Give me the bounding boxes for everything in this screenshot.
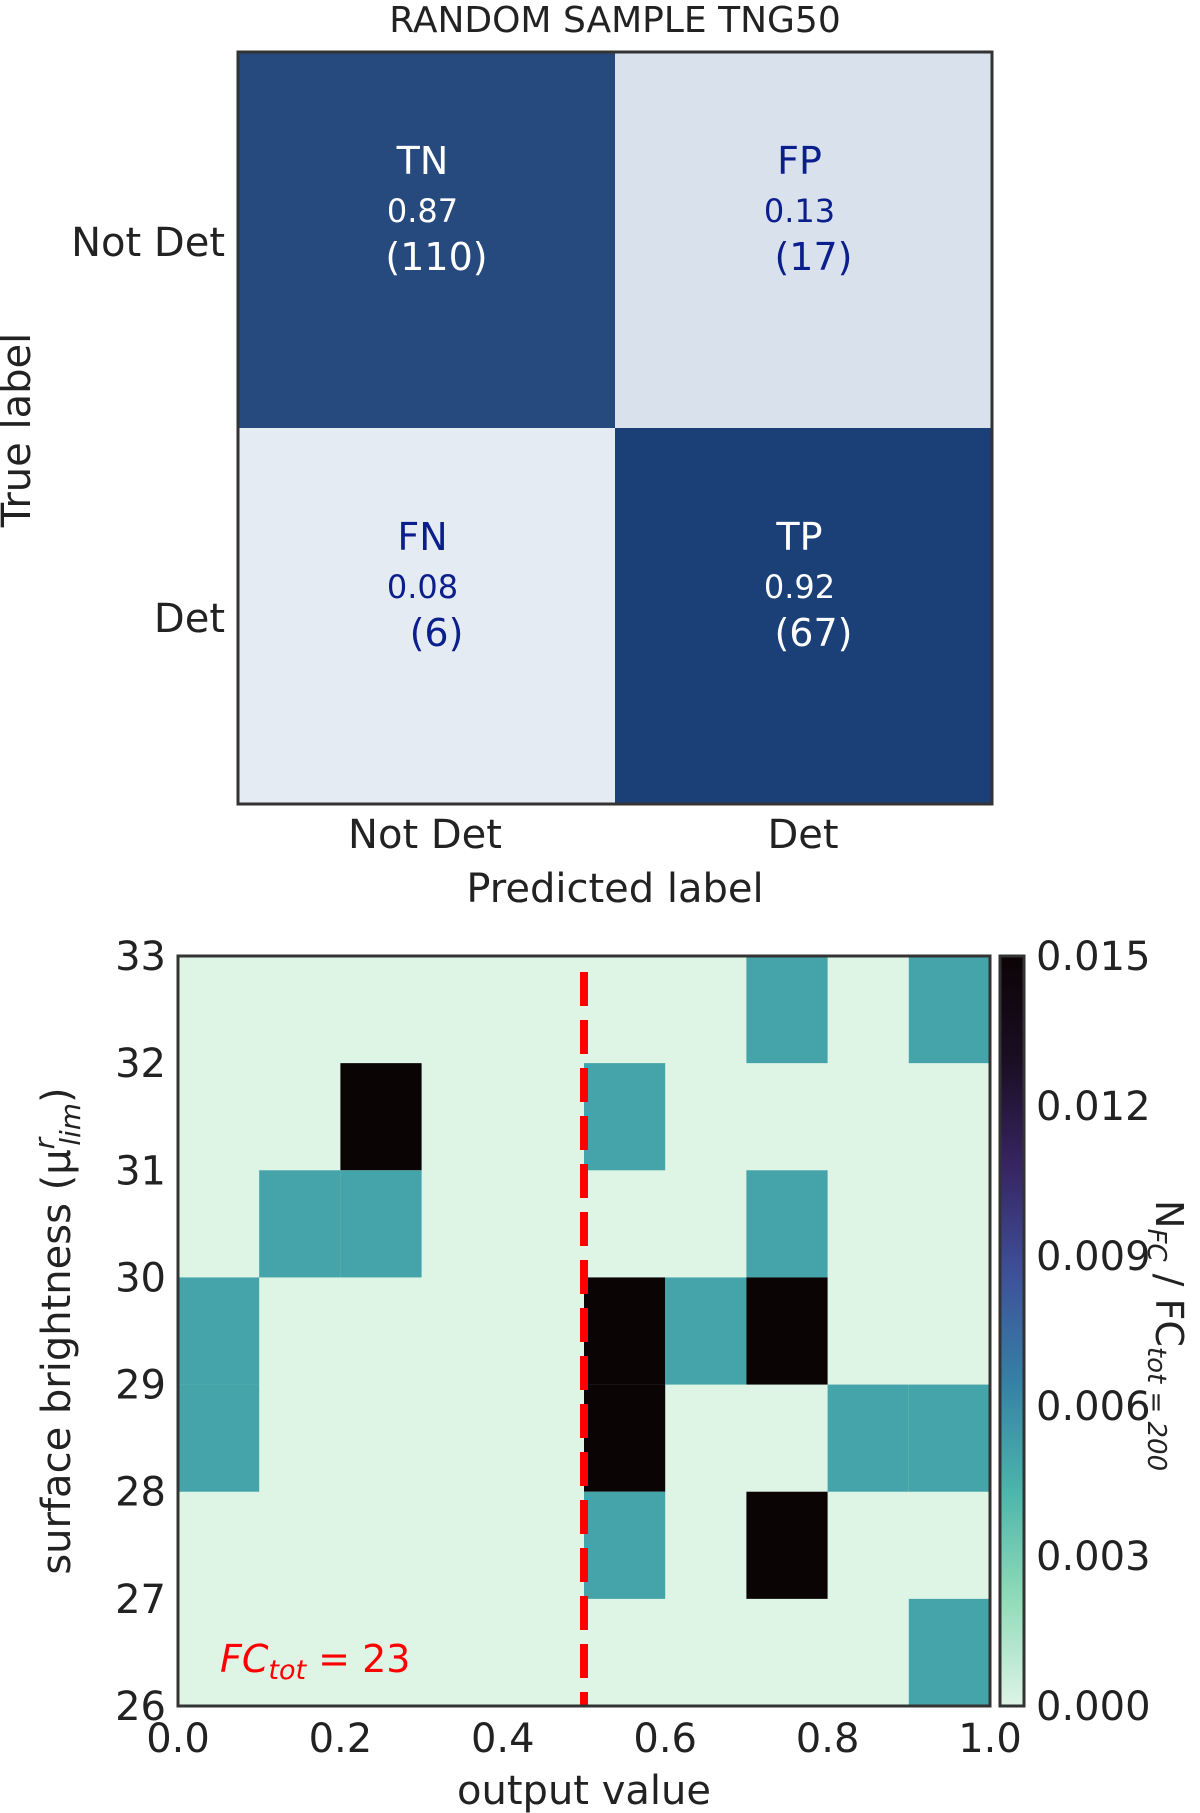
confusion-cell-fraction: 0.13: [764, 192, 835, 230]
histogram-cells: [178, 956, 990, 1706]
histogram-cell: [665, 1277, 747, 1385]
histogram-cell: [908, 1384, 990, 1492]
histogram-chart: FCtot = 23 0.0 0.2 0.4 0.6 0.8 1.0 2627282930…: [28, 934, 1191, 1813]
fc-tot-prefix: FC: [220, 1637, 269, 1681]
confusion-cell-fraction: 0.08: [387, 568, 458, 606]
colorbar-tick: 0.015: [1036, 934, 1151, 980]
confusion-matrix: RANDOM SAMPLE TNG50 TN 0.87 (110) FP 0.13 (17…: [0, 0, 994, 912]
histogram-xticks: 0.0 0.2 0.4 0.6 0.8 1.0: [146, 1716, 1022, 1762]
histogram-cell: [746, 1491, 828, 1599]
histogram-cell: [178, 1277, 260, 1385]
histogram-ylabel: surface brightness (μrlim): [28, 1087, 87, 1574]
histogram-frame: [176, 954, 992, 1708]
colorbar-tick: 0.003: [1036, 1534, 1151, 1580]
confusion-xlabel: Predicted label: [466, 866, 763, 912]
histogram-ylabel-main: surface brightness (μ: [34, 1149, 80, 1574]
confusion-cell-count: (6): [410, 611, 464, 655]
colorbar: [998, 954, 1026, 1708]
histogram-cell: [340, 1170, 422, 1278]
histogram-ytick: 29: [115, 1363, 166, 1409]
histogram-cell: [178, 1384, 260, 1492]
histogram-xlabel: output value: [457, 1768, 711, 1813]
histogram-cell: [827, 1384, 909, 1492]
colorbar-tick: 0.009: [1036, 1234, 1151, 1280]
histogram-cell: [908, 1598, 990, 1706]
histogram-cell: [340, 1063, 422, 1171]
histogram-ytick: 27: [115, 1577, 166, 1623]
fc-tot-suffix: = 23: [306, 1637, 410, 1681]
colorbar-tick: 0.012: [1036, 1084, 1151, 1130]
confusion-cell-count: (17): [774, 235, 852, 279]
histogram-xtick: 0.6: [633, 1716, 697, 1762]
confusion-cell: [238, 52, 615, 428]
histogram-cell: [584, 1491, 666, 1599]
histogram-ytick: 32: [115, 1041, 166, 1087]
confusion-cell-label: TP: [775, 515, 822, 559]
confusion-xtick-0: Not Det: [348, 812, 502, 858]
fc-tot-annotation: FCtot = 23: [220, 1637, 410, 1686]
colorbar-label-n: N: [1147, 1200, 1191, 1228]
histogram-cell: [584, 1063, 666, 1171]
confusion-cell: [615, 428, 992, 804]
confusion-cell-fraction: 0.87: [387, 192, 458, 230]
histogram-xtick: 0.0: [146, 1716, 210, 1762]
histogram-cell: [746, 956, 828, 1064]
histogram-cell: [746, 1170, 828, 1278]
histogram-ylabel-sup: r: [28, 1136, 61, 1149]
histogram-ytick: 30: [115, 1255, 166, 1301]
confusion-cell-count: (67): [774, 611, 852, 655]
confusion-cell-label: TN: [396, 139, 449, 183]
histogram-ylabel-sub: lim: [54, 1103, 87, 1146]
confusion-cell-fraction: 0.92: [764, 568, 835, 606]
histogram-cell: [259, 1170, 341, 1278]
confusion-ytick-0: Not Det: [71, 220, 225, 266]
histogram-xtick: 0.4: [471, 1716, 535, 1762]
confusion-ytick-1: Det: [154, 596, 225, 642]
histogram-cell: [746, 1277, 828, 1385]
histogram-xtick: 0.8: [796, 1716, 860, 1762]
colorbar-tick: 0.006: [1036, 1384, 1151, 1430]
colorbar-label-sub1: FC: [1141, 1228, 1171, 1262]
histogram-cell: [584, 1277, 666, 1385]
histogram-ytick: 31: [115, 1148, 166, 1194]
histogram-cell: [584, 1384, 666, 1492]
confusion-cell-label: FP: [777, 139, 822, 183]
confusion-cell-label: FN: [397, 515, 447, 559]
confusion-title: RANDOM SAMPLE TNG50: [389, 0, 840, 41]
fc-tot-sub: tot: [268, 1655, 307, 1686]
colorbar-label: NFC / FCtot = 200: [1141, 1200, 1191, 1471]
colorbar-tick: 0.000: [1036, 1684, 1151, 1730]
confusion-cell: [615, 52, 992, 428]
histogram-yticks: 26 27 28 29 30 31 32 33: [115, 934, 166, 1730]
colorbar-label-sub2: tot = 200: [1141, 1347, 1171, 1471]
histogram-ylabel-close: ): [34, 1087, 80, 1103]
colorbar-label-mid: / FC: [1147, 1262, 1191, 1347]
histogram-ytick: 28: [115, 1470, 166, 1516]
histogram-xtick: 1.0: [958, 1716, 1022, 1762]
histogram-ytick: 26: [115, 1684, 166, 1730]
confusion-cell: [238, 428, 615, 804]
histogram-cell: [908, 956, 990, 1064]
confusion-ylabel: True label: [0, 333, 40, 528]
confusion-frame: [236, 50, 994, 806]
confusion-cell-count: (110): [385, 235, 487, 279]
histogram-ytick: 33: [115, 934, 166, 980]
colorbar-ticks: 0.000 0.003 0.006 0.009 0.012 0.015: [1036, 934, 1151, 1730]
histogram-xtick: 0.2: [309, 1716, 373, 1762]
confusion-xtick-1: Det: [767, 812, 838, 858]
confusion-cells: TN 0.87 (110) FP 0.13 (17) FN 0.08 (6) TP 0.92 (67): [238, 52, 992, 804]
